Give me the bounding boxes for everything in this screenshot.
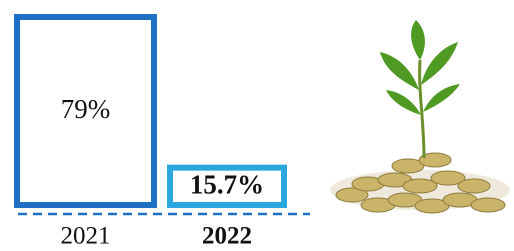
leaf <box>411 20 425 60</box>
coin <box>471 198 505 212</box>
stem <box>420 60 424 158</box>
category-label: 2021 <box>61 223 111 250</box>
value-label: 15.7% <box>190 170 264 200</box>
coin <box>458 179 490 193</box>
value-label: 79% <box>61 94 111 124</box>
leaf <box>380 52 419 90</box>
chart: 79% 2021 15.7% 2022 <box>0 0 514 251</box>
leaf <box>386 90 421 115</box>
page: 79%202115.7%2022 (() => { const data = J… <box>0 0 514 251</box>
leaf <box>421 42 458 85</box>
leaf <box>423 84 460 112</box>
plant-coins-illustration <box>330 20 510 213</box>
coin <box>403 179 437 193</box>
category-label: 2022 <box>202 223 252 250</box>
